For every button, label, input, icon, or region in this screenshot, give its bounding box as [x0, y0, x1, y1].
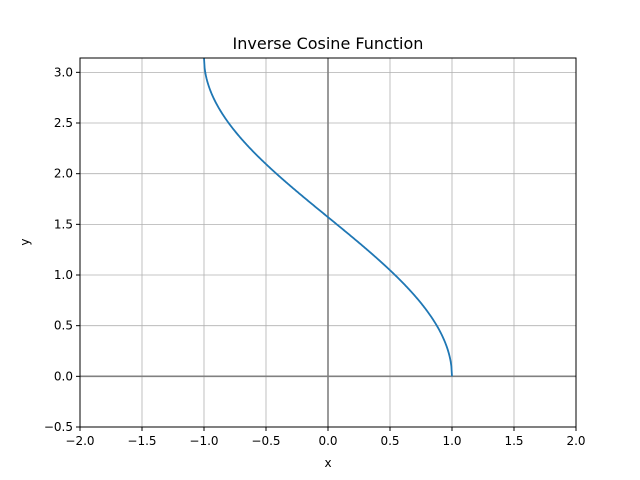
y-tick-label: 2.5: [54, 116, 73, 130]
reference-lines: [80, 58, 576, 427]
x-axis-label: x: [324, 456, 331, 470]
y-tick-label: 2.0: [54, 167, 73, 181]
x-tick-label: −1.0: [189, 434, 218, 448]
x-tick-label: 1.5: [504, 434, 523, 448]
x-tick-label: −1.5: [127, 434, 156, 448]
x-axis: −2.0 −1.5 −1.0 −0.5 0.0 0.5 1.0 1.5 2.0: [65, 427, 586, 448]
y-axis-label: y: [18, 238, 32, 245]
y-tick-label: −0.5: [44, 420, 73, 434]
x-tick-label: −0.5: [251, 434, 280, 448]
y-tick-label: 3.0: [54, 65, 73, 79]
x-tick-label: 1.0: [442, 434, 461, 448]
x-tick-label: −2.0: [65, 434, 94, 448]
x-tick-label: 0.0: [318, 434, 337, 448]
x-tick-label: 2.0: [566, 434, 585, 448]
y-tick-label: 1.5: [54, 217, 73, 231]
y-tick-label: 1.0: [54, 268, 73, 282]
y-tick-label: 0.0: [54, 369, 73, 383]
series-group: [203, 57, 453, 377]
x-tick-label: 0.5: [380, 434, 399, 448]
y-axis: −0.5 0.0 0.5 1.0 1.5 2.0 2.5 3.0: [44, 65, 80, 434]
y-tick-label: 0.5: [54, 319, 73, 333]
chart-title: Inverse Cosine Function: [233, 34, 424, 53]
series-line-arccos: [203, 57, 453, 377]
